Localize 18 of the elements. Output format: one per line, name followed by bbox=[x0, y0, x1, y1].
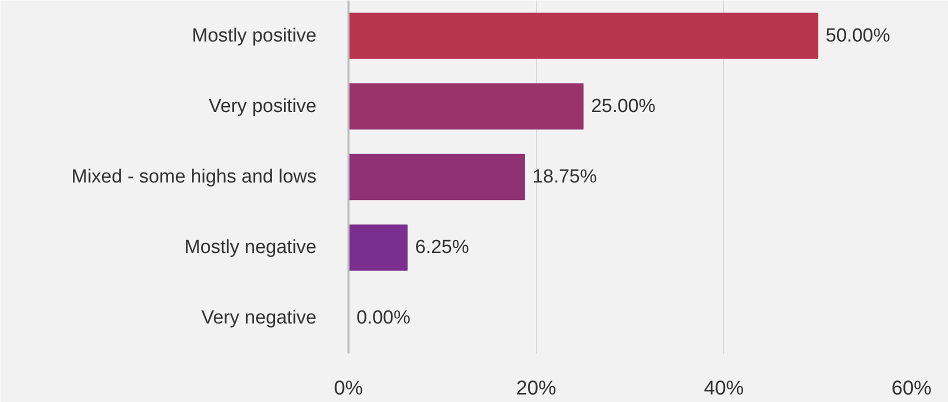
y-tick-label: Very negative bbox=[201, 308, 317, 329]
data-label: 18.75% bbox=[532, 166, 597, 188]
y-tick-label: Mixed - some highs and lows bbox=[72, 166, 317, 188]
y-tick-label: Very positive bbox=[208, 96, 317, 117]
x-tick-label: 20% bbox=[516, 378, 556, 400]
data-label: 0.00% bbox=[356, 308, 410, 329]
bar bbox=[348, 83, 584, 130]
y-tick-label: Mostly positive bbox=[192, 25, 317, 46]
bar bbox=[348, 154, 525, 200]
data-label: 25.00% bbox=[591, 96, 656, 117]
x-tick-label: 60% bbox=[891, 378, 932, 400]
data-label: 6.25% bbox=[415, 237, 470, 258]
x-tick-label: 40% bbox=[704, 378, 744, 400]
bar bbox=[348, 224, 408, 271]
y-tick-label: Mostly negative bbox=[184, 237, 317, 258]
x-tick-label: 0% bbox=[334, 378, 364, 400]
bar bbox=[348, 12, 818, 59]
data-label: 50.00% bbox=[826, 25, 890, 46]
